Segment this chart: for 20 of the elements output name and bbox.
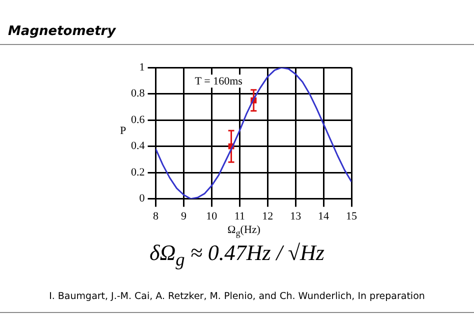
x-axis-title: Ω$_{g}$(Hz) <box>226 224 262 238</box>
x-tick-label: 13 <box>290 210 302 222</box>
x-tick-label: 8 <box>153 210 159 222</box>
y-tick-label: 0.4 <box>131 140 146 152</box>
chart-title: Magnetometry <box>8 24 116 39</box>
x-tick-label: 12 <box>262 210 274 222</box>
y-tick-label: 0.8 <box>131 88 146 100</box>
x-tick-label: 14 <box>318 210 330 222</box>
y-tick-label: 0 <box>139 192 146 205</box>
x-tick-label: 11 <box>234 210 245 222</box>
text: I. Baumgart, J.-M. Cai, A. Retzker, M. Plenio, and Ch. Wunderlich, In preparation <box>48 291 426 302</box>
y-tick-label: 0.6 <box>131 114 146 126</box>
y-tick-label: 1 <box>139 61 145 74</box>
text: δΩ$_{g}$ ≈ 0.47Hz / √Hz <box>148 240 326 270</box>
y-axis-title: P <box>120 125 126 137</box>
annotation: T = 160ms <box>194 76 242 88</box>
x-tick-label: 15 <box>346 210 358 222</box>
y-tick-label: 0.2 <box>131 166 145 178</box>
x-tick-label: 9 <box>180 210 187 222</box>
x-tick-label: 10 <box>206 210 218 222</box>
